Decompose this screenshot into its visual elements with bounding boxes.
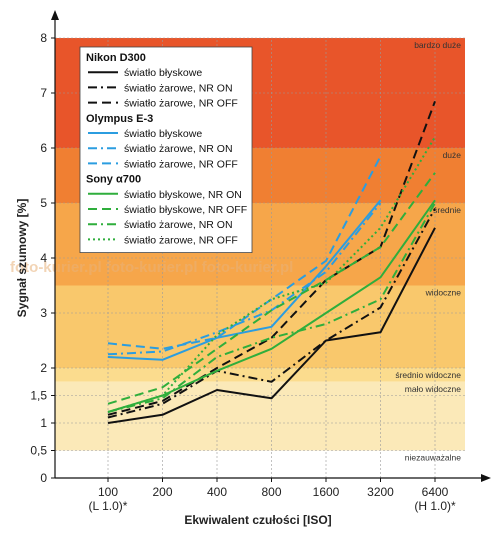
band-label: bardzo duże <box>414 40 461 50</box>
band-3 <box>55 285 465 368</box>
x-tick-label: 3200 <box>367 485 394 499</box>
x-tick-label: 200 <box>152 485 172 499</box>
y-tick-label: 2 <box>40 361 47 375</box>
band-5 <box>55 381 465 451</box>
legend-group-title: Sony α700 <box>86 174 141 186</box>
x-tick-label: 1600 <box>313 485 340 499</box>
series-line-2-3 <box>107 136 436 413</box>
legend-item-label: światło żarowe, NR OFF <box>124 98 238 110</box>
legend-group-title: Nikon D300 <box>86 52 146 64</box>
legend-box <box>79 46 253 254</box>
band-4 <box>55 368 465 382</box>
x-tick-label: 800 <box>261 485 281 499</box>
y-tick-label: 1,5 <box>30 389 47 403</box>
legend-item-label: światło żarowe, NR OFF <box>124 234 238 246</box>
y-tick-label: 6 <box>40 141 47 155</box>
legend-item-label: światło błyskowe, NR OFF <box>124 204 247 216</box>
legend-item-label: światło błyskowe <box>124 128 202 140</box>
series-line-1-0 <box>107 199 382 361</box>
y-tick-label: 4 <box>40 251 47 265</box>
x-axis-title: Ekwiwalent czułości [ISO] <box>184 513 331 527</box>
watermark-text: foto-kurier.pl foto-kurier.pl foto-kurie… <box>10 259 293 276</box>
band-label: średnie <box>433 205 461 215</box>
band-label: średnio widoczne <box>395 370 461 380</box>
y-tick-label: 8 <box>40 31 47 45</box>
band-6 <box>55 450 465 478</box>
band-label: niezauważalne <box>405 453 462 463</box>
axes-layer: 0 0,5 1 1,5 2 3 4 5 6 7 8 100(L 1.0)* 200 400 800 1600 3… <box>30 10 491 513</box>
x-tick-sublabel: (L 1.0)* <box>89 499 128 513</box>
y-tick-label: 0 <box>40 471 47 485</box>
legend-item-label: światło żarowe, NR ON <box>124 82 233 94</box>
legend-item-label: światło żarowe, NR OFF <box>124 158 238 170</box>
y-tick-label: 3 <box>40 306 47 320</box>
legend-item-label: światło żarowe, NR ON <box>124 219 233 231</box>
y-tick-label: 7 <box>40 86 47 100</box>
y-tick-label: 0,5 <box>30 444 47 458</box>
band-label: duże <box>443 150 462 160</box>
y-axis-arrow <box>51 10 59 20</box>
x-tick-label: 100 <box>98 485 118 499</box>
legend-group-title: Olympus E-3 <box>86 113 153 125</box>
series-layer <box>107 100 436 424</box>
series-line-1-2 <box>107 155 382 350</box>
series-line-2-1 <box>107 172 436 405</box>
band-layer: bardzo duże duże średnie widoczne średnio wi… <box>55 38 465 478</box>
series-line-0-0 <box>107 227 436 424</box>
legend-item-label: światło błyskowe, NR ON <box>124 189 242 201</box>
x-tick-label: 6400 <box>422 485 449 499</box>
legend-item-label: światło żarowe, NR ON <box>124 143 233 155</box>
band-label: mało widoczne <box>405 384 461 394</box>
y-tick-label: 1 <box>40 416 47 430</box>
band-label: widoczne <box>425 288 462 298</box>
y-axis-title: Sygnał szumowy [%] <box>15 199 29 318</box>
x-axis-arrow <box>481 474 491 482</box>
legend-item-label: światło błyskowe <box>124 67 202 79</box>
series-line-2-2 <box>107 202 436 413</box>
legend: Nikon D300 światło błyskowe światło żarowe… <box>79 46 253 254</box>
x-tick-label: 400 <box>207 485 227 499</box>
watermark: foto-kurier.pl foto-kurier.pl foto-kurie… <box>10 259 293 276</box>
series-line-1-1 <box>107 202 382 356</box>
x-tick-sublabel: (H 1.0)* <box>414 499 456 513</box>
series-line-0-1 <box>107 208 436 419</box>
y-tick-label: 5 <box>40 196 47 210</box>
